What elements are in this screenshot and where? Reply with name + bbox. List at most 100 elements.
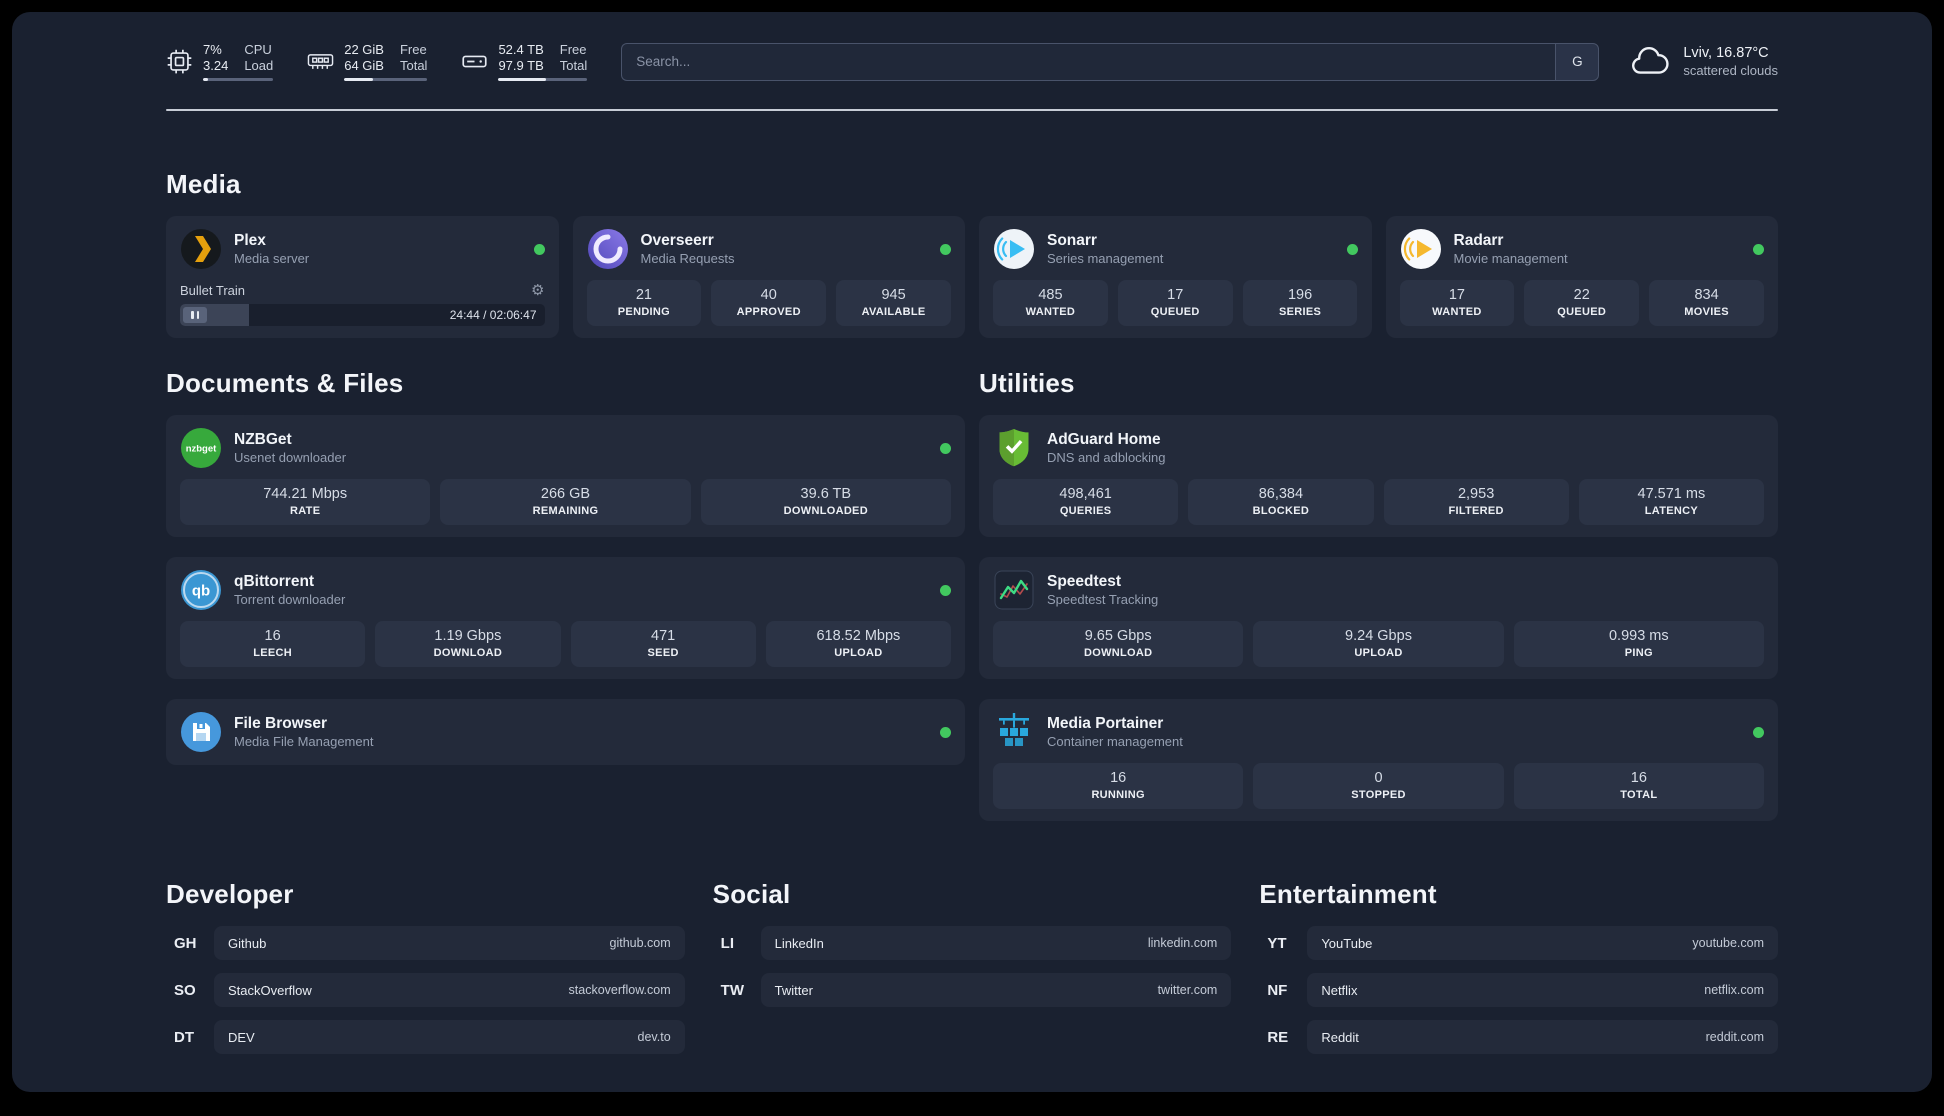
section-title-entertainment: Entertainment	[1259, 879, 1437, 909]
speedtest-card[interactable]: Speedtest Speedtest Tracking 9.65 Gbps DO…	[979, 557, 1778, 679]
cpu-percent: 7%	[203, 42, 222, 57]
bookmark-abbr: RE	[1267, 1028, 1289, 1046]
stat-tile: 17 QUEUED	[1117, 280, 1233, 326]
disk-usage-bar	[498, 78, 588, 81]
adguard-icon	[993, 427, 1035, 469]
app-desc: Series management	[1047, 251, 1164, 267]
bookmark-link-youtube[interactable]: YouTube youtube.com	[1307, 926, 1778, 960]
radarr-icon	[1400, 228, 1442, 270]
weather-condition: scattered clouds	[1683, 63, 1778, 78]
disk-free-label: Free	[559, 42, 587, 57]
stat-tile: 945 AVAILABLE	[836, 280, 951, 326]
now-playing-title: Bullet Train	[180, 283, 246, 298]
stat-tile: 2,953 FILTERED	[1383, 479, 1569, 525]
disk-icon	[461, 48, 488, 75]
cpu-icon	[166, 48, 193, 75]
section-entertainment: Entertainment YT YouTube youtube.com NF …	[1259, 879, 1778, 1054]
ram-total-value: 64 GiB	[344, 58, 384, 73]
pause-button[interactable]	[183, 307, 207, 323]
search-engine-button[interactable]: G	[1555, 42, 1600, 81]
weather-location: Lviv, 16.87°C	[1683, 45, 1769, 61]
overseerr-card[interactable]: Overseerr Media Requests 21 PENDING 40 APP…	[572, 216, 965, 338]
cpu-monitor: 7% CPU 3.24 Load	[166, 42, 274, 81]
nzbget-icon: nzbget	[180, 427, 222, 469]
app-desc: Media File Management	[234, 734, 374, 750]
portainer-card[interactable]: Media Portainer Container management 16 R…	[979, 699, 1778, 821]
section-documents: Documents & Files nzbget NZBGet Usenet d…	[166, 368, 965, 765]
app-desc: Container management	[1047, 734, 1183, 750]
bookmark-link-linkedin[interactable]: LinkedIn linkedin.com	[760, 926, 1232, 960]
bookmark-link-reddit[interactable]: Reddit reddit.com	[1307, 1020, 1778, 1054]
ram-monitor: 22 GiB Free 64 GiB Total	[307, 42, 428, 81]
bookmark-abbr: TW	[720, 981, 744, 999]
gear-icon[interactable]: ⚙	[531, 282, 545, 299]
stat-tile: 196 SERIES	[1242, 280, 1358, 326]
app-desc: DNS and adblocking	[1047, 450, 1166, 466]
sonarr-card[interactable]: Sonarr Series management 485 WANTED 17 QUE…	[979, 216, 1372, 338]
cloud-icon	[1629, 46, 1671, 78]
stat-tile: 266 GB REMAINING	[440, 479, 691, 525]
filebrowser-card[interactable]: File Browser Media File Management	[166, 699, 965, 765]
system-monitors: 7% CPU 3.24 Load 22 GiB Free 64 GiB	[166, 42, 588, 81]
plex-icon	[180, 228, 222, 270]
app-desc: Movie management	[1453, 251, 1568, 267]
portainer-icon	[993, 711, 1035, 753]
section-title-social: Social	[712, 879, 791, 909]
search-input[interactable]	[621, 42, 1556, 81]
bookmark-abbr: DT	[174, 1028, 194, 1046]
app-name: qBittorrent	[234, 572, 315, 590]
top-bar: 7% CPU 3.24 Load 22 GiB Free 64 GiB	[166, 42, 1778, 81]
bookmark-link-twitter[interactable]: Twitter twitter.com	[760, 973, 1232, 1007]
stat-tile: 618.52 Mbps UPLOAD	[765, 621, 951, 667]
status-online-dot	[1753, 243, 1764, 255]
bookmark-row: RE Reddit reddit.com	[1259, 1020, 1778, 1054]
stat-tile: 17 WANTED	[1399, 280, 1515, 326]
stat-tile: 0 STOPPED	[1253, 763, 1504, 809]
cpu-load-value: 3.24	[203, 58, 229, 73]
section-developer: Developer GH Github github.com SO StackO…	[166, 879, 685, 1054]
seek-bar[interactable]: 24:44 / 02:06:47	[180, 304, 545, 326]
bookmark-link-stackoverflow[interactable]: StackOverflow stackoverflow.com	[214, 973, 685, 1007]
cpu-usage-bar	[203, 78, 274, 81]
ram-free-value: 22 GiB	[344, 42, 384, 57]
section-title-developer: Developer	[166, 879, 294, 909]
bookmark-row: NF Netflix netflix.com	[1259, 973, 1778, 1007]
adguard-card[interactable]: AdGuard Home DNS and adblocking 498,461 Q…	[979, 415, 1778, 537]
radarr-card[interactable]: Radarr Movie management 17 WANTED 22 QUEUE…	[1385, 216, 1778, 338]
qbittorrent-icon: qb	[180, 569, 222, 611]
bookmark-abbr: LI	[720, 934, 734, 952]
stat-tile: 21 PENDING	[586, 280, 702, 326]
dashboard-window: 7% CPU 3.24 Load 22 GiB Free 64 GiB	[12, 12, 1932, 1092]
filebrowser-icon	[180, 711, 222, 753]
bookmark-row: YT YouTube youtube.com	[1259, 926, 1778, 960]
bookmark-row: SO StackOverflow stackoverflow.com	[166, 973, 685, 1007]
qbittorrent-card[interactable]: qb qBittorrent Torrent downloader 16 LEEC…	[166, 557, 965, 679]
stat-tile: 9.24 Gbps UPLOAD	[1253, 621, 1504, 667]
bookmark-link-github[interactable]: Github github.com	[214, 926, 685, 960]
status-online-dot	[940, 442, 951, 454]
plex-card[interactable]: Plex Media server Bullet Train ⚙	[166, 216, 559, 338]
app-desc: Media server	[234, 251, 310, 267]
stat-tile: 744.21 Mbps RATE	[180, 479, 431, 525]
nzbget-card[interactable]: nzbget NZBGet Usenet downloader 744.21 M…	[166, 415, 965, 537]
speedtest-icon	[993, 569, 1035, 611]
bookmark-link-netflix[interactable]: Netflix netflix.com	[1307, 973, 1778, 1007]
stat-tile: 40 APPROVED	[711, 280, 827, 326]
stat-tile: 1.19 Gbps DOWNLOAD	[375, 621, 561, 667]
ram-usage-bar	[344, 78, 428, 81]
app-desc: Speedtest Tracking	[1047, 592, 1159, 608]
disk-free-value: 52.4 TB	[498, 42, 544, 57]
section-title-documents: Documents & Files	[166, 368, 404, 398]
topbar-divider	[166, 109, 1778, 111]
section-media: Media Plex Media server	[166, 169, 1778, 338]
bookmark-row: TW Twitter twitter.com	[713, 973, 1232, 1007]
svg-text:qb: qb	[192, 583, 210, 600]
bookmark-link-dev[interactable]: DEV dev.to	[214, 1020, 685, 1054]
bookmark-row: LI LinkedIn linkedin.com	[713, 926, 1232, 960]
status-online-dot	[940, 726, 951, 738]
status-online-dot	[940, 584, 951, 596]
app-desc: Media Requests	[640, 251, 735, 267]
overseerr-icon	[587, 228, 629, 270]
status-online-dot	[533, 243, 545, 255]
section-title-utilities: Utilities	[979, 368, 1075, 398]
